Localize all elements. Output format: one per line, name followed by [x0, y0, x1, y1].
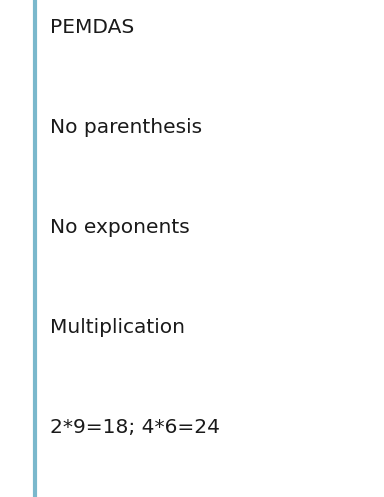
Text: Multiplication: Multiplication: [50, 318, 185, 337]
Text: No parenthesis: No parenthesis: [50, 118, 202, 137]
Text: No exponents: No exponents: [50, 218, 190, 237]
Text: PEMDAS: PEMDAS: [50, 18, 134, 37]
Text: 2*9=18; 4*6=24: 2*9=18; 4*6=24: [50, 418, 220, 437]
